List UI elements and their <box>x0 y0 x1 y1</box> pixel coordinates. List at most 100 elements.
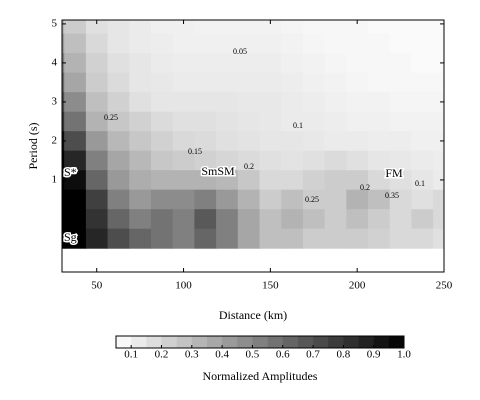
contour-cell <box>216 53 239 74</box>
colorbar-frame <box>115 335 405 349</box>
y-axis-label: Period (s) <box>26 123 40 170</box>
contour-cell <box>346 209 369 230</box>
contour-cell <box>150 170 174 191</box>
contour-cell <box>129 20 152 35</box>
contour-cell <box>64 150 87 171</box>
contour-cell <box>411 53 434 74</box>
contour-cell <box>368 53 391 74</box>
plot-frame <box>61 19 445 273</box>
colorbar-tick-label: 0.6 <box>276 349 290 361</box>
contour-cell <box>194 53 217 74</box>
contour-cell <box>85 92 109 113</box>
contour-cell <box>172 150 195 171</box>
colorbar-tick-label: 0.7 <box>306 349 320 361</box>
contour-label: 0.25 <box>305 195 319 204</box>
contour-cell <box>281 33 304 54</box>
contour-cell <box>194 92 217 113</box>
contour-cell <box>389 189 412 210</box>
contour-cell <box>172 228 195 249</box>
phase-label: S* <box>64 165 77 179</box>
contour-cell <box>150 20 174 35</box>
y-tick-label: 1 <box>52 173 58 185</box>
colorbar-tick-label: 0.5 <box>246 349 260 361</box>
contour-cell <box>302 72 326 93</box>
contour-cell <box>346 72 369 93</box>
contour-cell <box>346 150 369 171</box>
contour-cell <box>281 150 304 171</box>
contour-cell <box>433 72 444 93</box>
contour-cell <box>194 33 217 54</box>
contour-cell <box>172 170 195 191</box>
contour-cell <box>237 189 261 210</box>
contour-cell <box>172 72 195 93</box>
contour-cell <box>281 92 304 113</box>
x-tick-label: 50 <box>91 280 103 292</box>
contour-cell <box>150 189 174 210</box>
contour-cell <box>85 33 109 54</box>
contour-cell <box>237 72 261 93</box>
x-tick-label: 150 <box>262 280 279 292</box>
contour-cell <box>64 209 87 230</box>
contour-cell <box>389 170 412 191</box>
colorbar-step <box>131 336 147 348</box>
colorbar-label: Normalized Amplitudes <box>203 369 318 383</box>
contour-cell <box>302 111 326 132</box>
colorbar-step <box>388 336 405 348</box>
contour-cell <box>259 150 282 171</box>
contour-cell <box>85 72 109 93</box>
contour-cell <box>433 189 444 210</box>
contour-cell <box>129 150 152 171</box>
contour-cell <box>411 131 434 152</box>
contour-cell <box>62 33 65 54</box>
contour-cell <box>324 92 347 113</box>
colorbar-tick-label: 0.4 <box>215 349 229 361</box>
contour-label: 0.2 <box>244 162 254 171</box>
contour-cell <box>150 72 174 93</box>
contour-cell <box>346 92 369 113</box>
colorbar-tick-label: 0.3 <box>185 349 199 361</box>
contour-cell <box>237 92 261 113</box>
contour-cell <box>368 131 391 152</box>
contour-cell <box>107 150 130 171</box>
y-tick-label: 2 <box>52 134 58 146</box>
contour-cell <box>433 209 444 230</box>
contour-cell <box>64 170 87 191</box>
contour-cell <box>107 228 130 249</box>
contour-cell <box>324 189 347 210</box>
contour-cell <box>302 20 326 35</box>
contour-cell <box>107 111 130 132</box>
contour-cell <box>85 150 109 171</box>
contour-label: 0.1 <box>415 179 425 188</box>
contour-cell <box>324 53 347 74</box>
contour-cell <box>389 20 412 35</box>
colorbar-step <box>222 336 238 348</box>
contour-cell <box>368 189 391 210</box>
contour-cell <box>237 150 261 171</box>
contour-cell <box>389 33 412 54</box>
contour-cell <box>172 209 195 230</box>
phase-label: Sg <box>64 230 77 244</box>
contour-cell <box>129 72 152 93</box>
contour-cell <box>129 228 152 249</box>
contour-cell <box>324 72 347 93</box>
contour-cell <box>237 33 261 54</box>
colorbar-step <box>206 336 223 348</box>
contour-cell <box>411 170 434 191</box>
contour-cell <box>411 209 434 230</box>
contour-cell <box>281 72 304 93</box>
contour-label: 0.1 <box>293 121 303 130</box>
contour-cell <box>346 111 369 132</box>
contour-cell <box>368 92 391 113</box>
colorbar-step <box>116 336 132 348</box>
contour-cell <box>324 131 347 152</box>
contour-cell <box>411 150 434 171</box>
contour-cell <box>107 72 130 93</box>
contour-cell <box>346 20 369 35</box>
contour-cell <box>368 72 391 93</box>
contour-cell <box>85 170 109 191</box>
contour-cell <box>237 170 261 191</box>
contour-cell <box>259 72 282 93</box>
contour-cell <box>172 131 195 152</box>
contour-cell <box>411 20 434 35</box>
contour-cell <box>237 53 261 74</box>
